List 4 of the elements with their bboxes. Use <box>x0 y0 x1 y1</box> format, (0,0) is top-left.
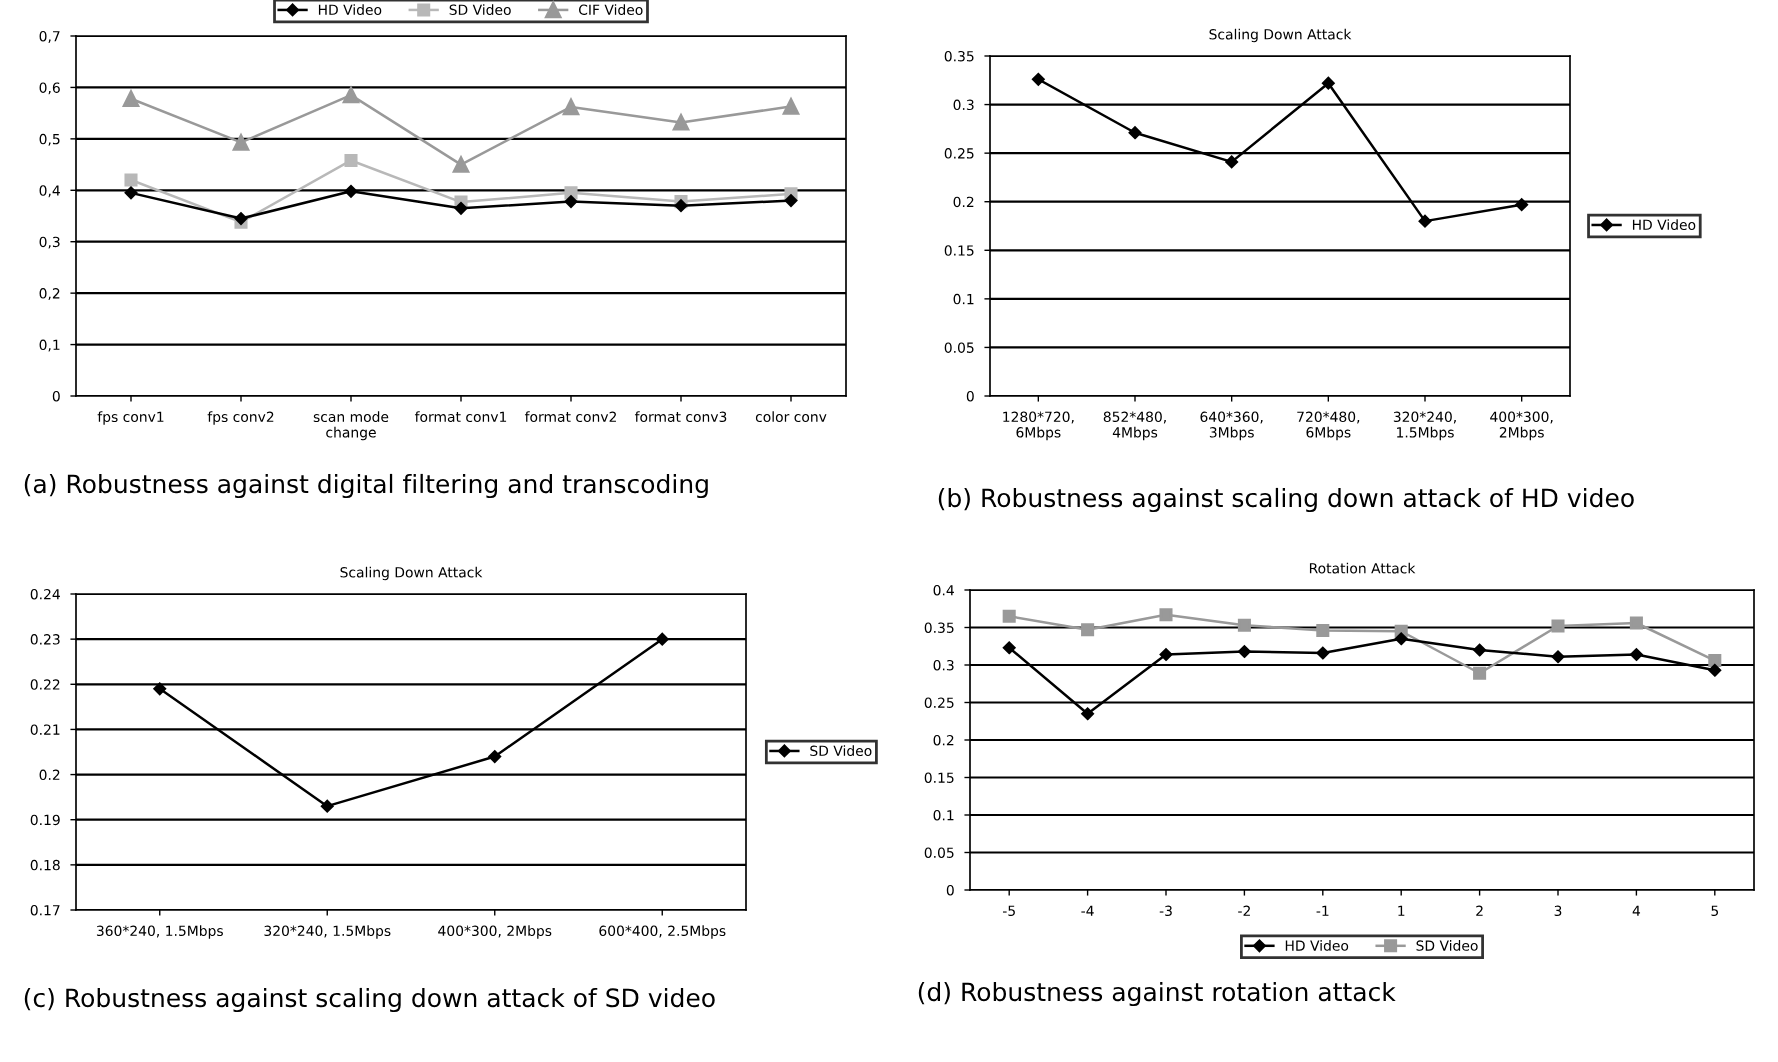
text: (a) Robustness against digital filtering and transcoding <box>24 473 708 499</box>
text: (c) Robustness against scaling down attack of SD video <box>24 987 715 1013</box>
text: (b) Robustness against scaling down attack of HD video <box>938 487 1634 513</box>
text: (d) Robustness against rotation attack <box>918 981 1396 1007</box>
